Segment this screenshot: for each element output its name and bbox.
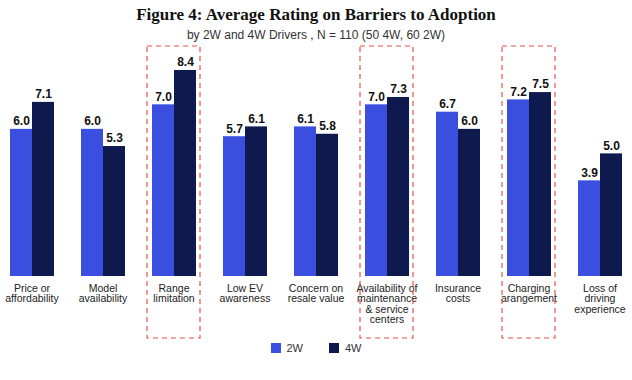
svg-text:5.7: 5.7 — [226, 122, 243, 136]
html-text:Figure 4: Average Rating on Ba: Figure 4: Average Rating on Barriers to … — [136, 5, 496, 24]
svg-text:8.4: 8.4 — [177, 55, 194, 69]
svg-text:6.0: 6.0 — [13, 114, 30, 128]
svg-text:7.5: 7.5 — [532, 77, 549, 91]
svg-text:6.0: 6.0 — [461, 114, 478, 128]
svg-text:Price oraffordability: Price oraffordability — [5, 282, 59, 305]
svg-text:Chargingarangement: Chargingarangement — [501, 282, 557, 305]
svg-text:5.3: 5.3 — [106, 131, 123, 145]
svg-text:6.0: 6.0 — [84, 114, 101, 128]
svg-text:Rangelimitation: Rangelimitation — [153, 282, 195, 305]
svg-text:Availability ofmaintenance& se: Availability ofmaintenance& servicecente… — [356, 282, 417, 326]
html-text:by 2W and 4W Drivers , N = 110: by 2W and 4W Drivers , N = 110 (50 4W, 6… — [186, 28, 446, 42]
svg-text:6.1: 6.1 — [297, 112, 314, 126]
svg-text:7.0: 7.0 — [155, 90, 172, 104]
svg-text:5.8: 5.8 — [319, 119, 336, 133]
svg-text:6.7: 6.7 — [439, 97, 456, 111]
html-text:2W: 2W — [286, 342, 303, 354]
html-text:4W: 4W — [345, 342, 362, 354]
svg-text:7.0: 7.0 — [368, 90, 385, 104]
svg-text:7.2: 7.2 — [510, 85, 527, 99]
svg-text:Concern onresale value: Concern onresale value — [288, 282, 345, 305]
svg-text:7.3: 7.3 — [390, 82, 407, 96]
svg-text:Low EVawareness: Low EVawareness — [220, 282, 271, 305]
svg-text:Modelavailability: Modelavailability — [79, 282, 128, 305]
svg-text:6.1: 6.1 — [248, 112, 265, 126]
svg-text:5.0: 5.0 — [603, 139, 620, 153]
svg-text:7.1: 7.1 — [35, 87, 52, 101]
svg-text:3.9: 3.9 — [581, 166, 598, 180]
svg-text:Insurancecosts: Insurancecosts — [435, 282, 481, 305]
svg-text:Loss ofdrivingexperience: Loss ofdrivingexperience — [574, 282, 626, 315]
